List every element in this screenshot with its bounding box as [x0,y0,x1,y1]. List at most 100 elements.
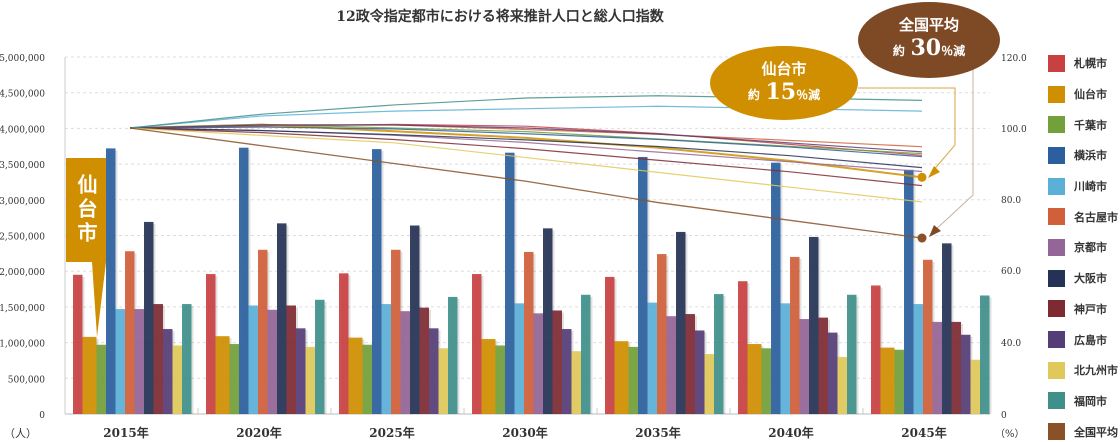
national-leader-arrow [929,225,941,237]
legend-swatch [1048,331,1065,349]
bar-北九州市-2035年 [704,354,714,414]
bar-福岡市-2040年 [847,294,857,414]
right-axis-unit: （%） [995,428,1025,440]
bar-北九州市-2045年 [970,359,980,414]
legend-label: 全国平均 [1074,425,1118,439]
bar-札幌市-2035年 [605,276,615,414]
bar-北九州市-2030年 [571,351,581,414]
index-line-横浜市 [129,126,923,158]
bar-名古屋市-2045年 [923,259,933,414]
bar-福岡市-2035年 [714,294,724,414]
bar-福岡市-2025年 [448,296,458,414]
left-tick-label: 4,000,000 [0,125,45,135]
legend-label: 千葉市 [1074,118,1107,132]
national-bubble-name: 全国平均 [898,16,959,34]
bar-名古屋市-2025年 [391,249,401,414]
legend-swatch [1048,269,1065,287]
bar-広島市-2035年 [695,330,705,414]
sendai-tag-pointer [92,262,106,337]
x-tick-label: 2035年 [635,425,680,440]
bar-広島市-2015年 [163,329,173,414]
bar-京都市-2030年 [533,313,543,414]
legend-swatch [1048,300,1065,318]
chart-title: 12政令指定都市における将来推計人口と総人口指数 [336,9,664,25]
bar-大阪市-2035年 [676,231,686,414]
bar-大阪市-2045年 [942,243,952,414]
legend-label: 広島市 [1074,333,1107,347]
bar-札幌市-2030年 [472,274,482,414]
national-bubble-value: 30 [910,35,942,61]
national-endpoint-marker [917,233,927,243]
bar-横浜市-2035年 [638,156,648,414]
bar-札幌市-2015年 [73,274,83,414]
bar-千葉市-2035年 [628,346,638,414]
bar-横浜市-2040年 [771,162,781,414]
legend: 札幌市 仙台市 千葉市 横浜市 川崎市 名古屋市 京都市 大阪市 神戸市 広島市 北九州市 福岡市 全国… [1048,48,1118,442]
bar-川崎市-2025年 [381,304,391,414]
legend-label: 大阪市 [1074,272,1107,286]
legend-item: 神戸市 [1048,294,1118,325]
bar-札幌市-2020年 [206,274,216,414]
index-line-national [129,127,923,239]
sendai-tag-callout: 仙台市 [66,158,106,262]
legend-swatch [1048,238,1065,256]
left-tick-label: 2,000,000 [0,268,45,278]
sendai-leader-arrow [928,166,940,178]
bar-京都市-2025年 [400,311,410,414]
legend-label: 仙台市 [1074,88,1107,102]
bar-福岡市-2015年 [182,304,192,414]
bar-仙台市-2030年 [481,339,496,414]
bar-仙台市-2040年 [747,344,762,414]
legend-swatch [1048,208,1065,226]
legend-item: 川崎市 [1048,171,1118,202]
national-bubble: 全国平均 約 30％減 [858,2,1000,78]
bar-仙台市-2025年 [348,337,363,414]
right-tick-label: 80.0 [1001,196,1021,206]
left-tick-label: 3,500,000 [0,161,45,171]
legend-label: 北九州市 [1074,364,1118,378]
bar-横浜市-2015年 [106,148,116,414]
legend-label: 川崎市 [1074,180,1107,194]
legend-swatch [1048,177,1065,195]
legend-item: 福岡市 [1048,386,1118,417]
right-tick-label: 40.0 [1001,339,1021,349]
bar-大阪市-2025年 [410,225,420,414]
bar-京都市-2035年 [666,316,676,414]
bar-京都市-2020年 [267,309,277,414]
bar-札幌市-2040年 [738,281,748,414]
index-line-札幌市 [129,123,923,156]
legend-swatch [1048,361,1065,379]
legend-label: 札幌市 [1074,57,1107,71]
bar-北九州市-2020年 [305,346,315,414]
bar-千葉市-2045年 [894,349,904,414]
bar-千葉市-2015年 [96,344,106,414]
bar-仙台市-2020年 [215,336,230,414]
bar-横浜市-2030年 [505,152,515,414]
bar-川崎市-2020年 [248,305,258,414]
bar-札幌市-2025年 [339,273,349,414]
left-tick-label: 5,000,000 [0,54,45,64]
x-tick-label: 2030年 [502,425,547,440]
bar-川崎市-2015年 [115,309,125,414]
legend-swatch [1048,54,1065,72]
left-tick-label: 3,000,000 [0,197,45,207]
bar-神戸市-2020年 [286,305,296,414]
sendai-bubble-name: 仙台市 [761,60,807,78]
legend-swatch [1048,146,1065,164]
left-axis-unit: （人） [4,427,37,440]
bar-大阪市-2040年 [809,236,819,414]
bar-広島市-2025年 [429,328,439,414]
legend-item: 千葉市 [1048,109,1118,140]
left-tick-label: 0 [39,411,45,421]
index-line-北九州市 [129,127,923,203]
bar-名古屋市-2035年 [657,254,667,414]
x-tick-label: 2015年 [103,425,148,440]
national-bubble-prefix: 約 [892,44,905,58]
left-tick-label: 2,500,000 [0,233,45,243]
bar-福岡市-2020年 [315,299,325,414]
bar-札幌市-2045年 [871,285,881,414]
bar-名古屋市-2020年 [258,249,268,414]
index-line-広島市 [129,124,923,153]
right-tick-label: 100.0 [1001,125,1027,135]
